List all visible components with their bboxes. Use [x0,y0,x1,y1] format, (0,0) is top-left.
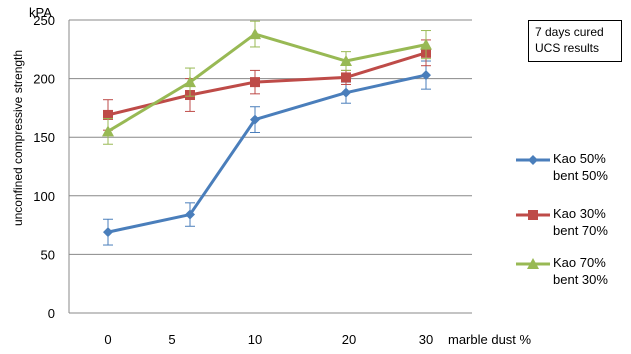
data-point [103,109,113,120]
legend-label-series-2: Kao 30% bent 70% [553,206,608,238]
gridlines [69,19,472,255]
data-point [250,77,260,88]
data-point [420,38,432,50]
data-point [341,87,351,98]
data-point [185,209,195,220]
series-line [107,51,427,117]
legend-item-series-2: Kao 30% bent 70% [516,205,631,241]
data-point [102,125,114,137]
y-unit-label: kPA [29,5,52,20]
x-tick-label-30: 30 [419,332,433,347]
series-layer [102,20,432,246]
legend-item-series-1: Kao 50% bent 50% [516,150,631,186]
data-point [184,76,196,88]
y-axis-label: unconfined compressive strength [11,50,25,226]
series-3 [102,20,432,145]
y-tick-label-100: 100 [33,189,55,204]
data-point [250,114,260,125]
y-tick-label-0: 0 [48,306,55,321]
x-tick-labels: 0 5 10 20 30 [104,332,433,347]
x-tick-label-10: 10 [248,332,262,347]
x-tick-label-20: 20 [342,332,356,347]
y-tick-labels: 0 50 100 150 200 250 [33,13,55,321]
data-point [103,227,113,238]
legend-item-series-3: Kao 70% bent 30% [516,254,631,290]
data-point [249,28,261,40]
legend-marker-diamond-icon [516,155,550,165]
series-line [107,73,427,234]
y-tick-label-200: 200 [33,72,55,87]
annotation-line-2: UCS results [535,41,600,55]
y-tick-label-250: 250 [33,13,55,28]
legend-marker-triangle-icon [516,258,550,269]
x-tick-label-0: 0 [104,332,111,347]
series-1 [103,60,431,246]
legend-marker-square-icon [516,210,550,220]
legend-label-series-1: Kao 50% bent 50% [553,151,608,183]
x-axis-label: marble dust % [448,332,532,347]
y-tick-label-50: 50 [41,247,55,262]
data-point [421,70,431,81]
y-tick-label-150: 150 [33,130,55,145]
data-point [340,55,352,67]
x-tick-label-5: 5 [168,332,175,347]
data-point [341,72,351,83]
legend-label-series-3: Kao 70% bent 30% [553,255,608,287]
annotation-box: 7 days cured UCS results [528,20,622,62]
annotation-line-1: 7 days cured [535,25,604,39]
